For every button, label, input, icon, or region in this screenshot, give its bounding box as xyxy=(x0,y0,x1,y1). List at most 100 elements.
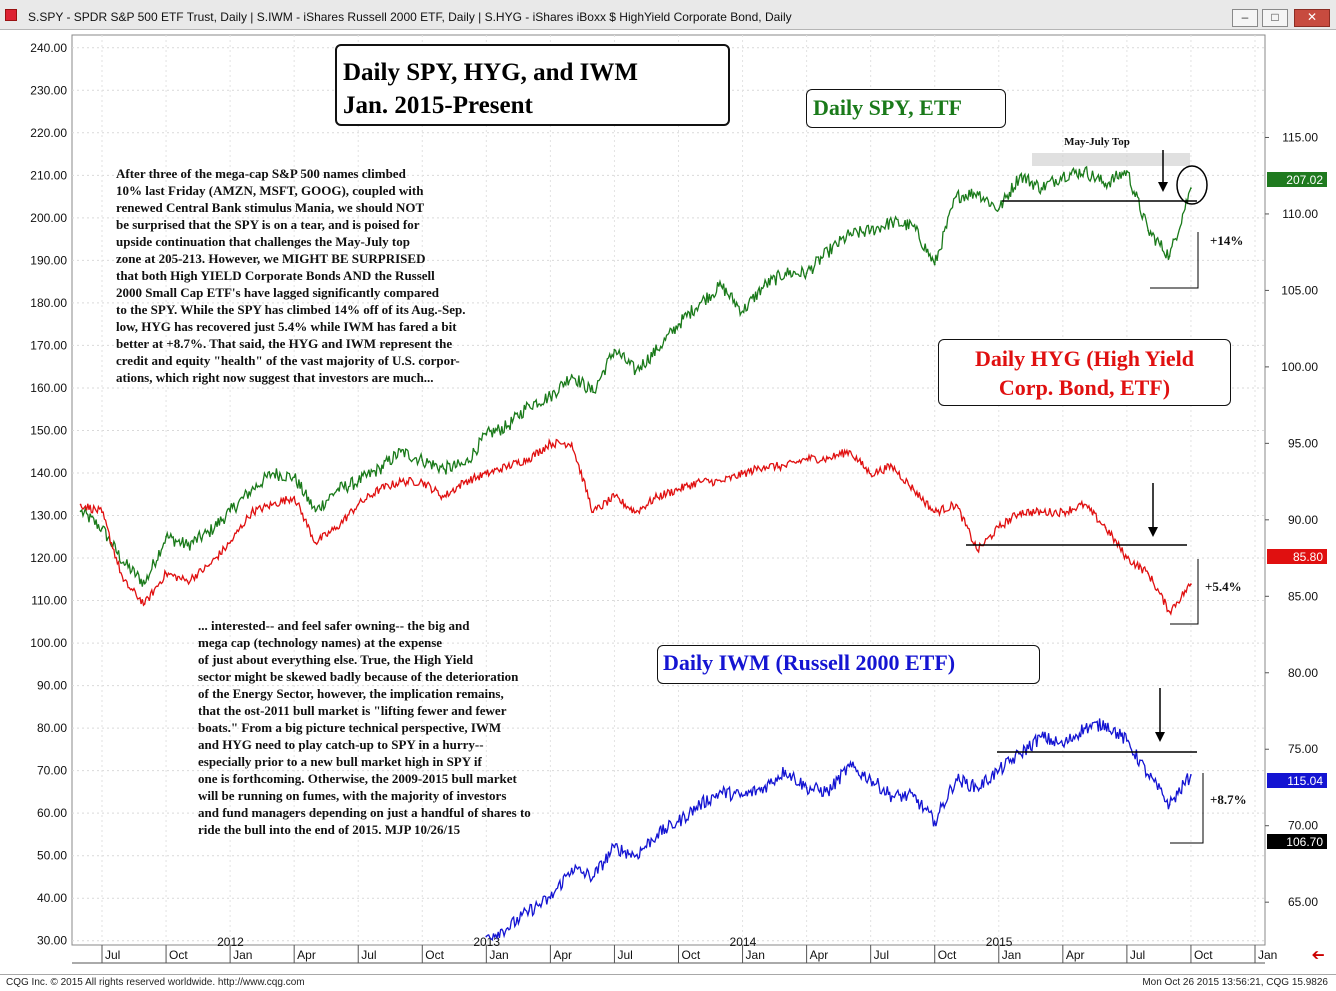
left-tick-label: 80.00 xyxy=(37,721,67,735)
hyg-data-point xyxy=(1019,511,1021,514)
restore-button[interactable]: □ xyxy=(1262,9,1288,27)
hyg-data-point xyxy=(1168,610,1171,613)
spy-data-point xyxy=(720,285,723,287)
hyg-data-point xyxy=(528,457,530,460)
month-tick-label: Oct xyxy=(682,948,701,962)
left-tick-label: 240.00 xyxy=(30,41,67,55)
chart-headline: Daily SPY, HYG, and IWM Jan. 2015-Presen… xyxy=(335,44,730,126)
left-tick-label: 200.00 xyxy=(30,211,67,225)
commentary-line: that both High YIELD Corporate Bonds AND… xyxy=(116,268,435,283)
iwm-data-point xyxy=(891,795,893,798)
price-chart[interactable]: 240.00 230.00 220.00 210.00 200.00 190.00 180.… xyxy=(0,30,1336,974)
left-tick-label: 130.00 xyxy=(30,509,67,523)
hyg-data-point xyxy=(613,496,616,498)
left-tick-label: 150.00 xyxy=(30,423,67,437)
iwm-data-point xyxy=(1190,774,1192,776)
spy-data-point xyxy=(165,535,168,538)
hyg-data-point xyxy=(570,442,573,445)
commentary-line: and HYG need to play catch-up to SPY in … xyxy=(198,737,484,752)
commentary-line: to the SPY. While the SPY has climbed 14… xyxy=(116,302,466,317)
commentary-line: 10% last Friday (AMZN, MSFT, GOOG), coup… xyxy=(116,183,424,198)
spy-data-point xyxy=(592,391,594,394)
spy-data-point xyxy=(1104,182,1107,185)
iwm-data-point xyxy=(570,867,573,870)
iwm-last-value: 115.04 xyxy=(1287,774,1323,788)
iwm-data-point xyxy=(485,935,488,938)
hyg-data-point xyxy=(1083,503,1086,506)
commentary-line: After three of the mega-cap S&P 500 name… xyxy=(116,166,406,181)
hyg-data-point xyxy=(271,503,274,506)
month-tick-label: Apr xyxy=(1066,948,1085,962)
hyg-data-point xyxy=(122,580,125,582)
hyg-data-point xyxy=(378,488,381,491)
iwm-label: Daily IWM (Russell 2000 ETF) xyxy=(663,650,956,675)
close-button[interactable]: ✕ xyxy=(1294,9,1330,27)
hyg-gain-label: +5.4% xyxy=(1205,579,1242,594)
may-july-top-zone xyxy=(1032,153,1190,166)
spy-data-point xyxy=(271,472,274,474)
scroll-right-arrow-icon[interactable]: ➔ xyxy=(1311,946,1324,965)
commentary-line: that the ost-2011 bull market is "liftin… xyxy=(198,703,507,718)
hyg-data-point xyxy=(1147,572,1150,575)
spy-highlight-circle xyxy=(1176,165,1208,205)
hyg-data-point xyxy=(976,549,979,552)
spy-data-point xyxy=(1168,255,1171,257)
right-price-axis[interactable]: 115.00 110.00 105.00 100.00 95.00 90.00 85.00 8… xyxy=(1265,130,1318,909)
time-axis[interactable]: Jul Oct Jan Apr Jul Oct Jan Apr Jul Oct Jan Apr Jul O… xyxy=(72,935,1277,964)
commentary-line: upside continuation that challenges the … xyxy=(116,234,410,249)
iwm-data-point xyxy=(955,778,957,781)
spy-last-value: 207.02 xyxy=(1286,173,1323,187)
iwm-data-point xyxy=(1147,774,1150,776)
iwm-gain-label: +8.7% xyxy=(1210,792,1247,807)
spy-data-point xyxy=(400,450,402,453)
hyg-data-point xyxy=(186,580,189,582)
spy-data-point xyxy=(442,467,445,470)
left-tick-label: 190.00 xyxy=(30,253,67,267)
hyg-data-point xyxy=(677,488,680,491)
right-tick-label: 75.00 xyxy=(1288,742,1318,756)
left-tick-label: 160.00 xyxy=(30,381,67,395)
iwm-data-point xyxy=(933,820,936,823)
spy-data-point xyxy=(763,285,765,287)
spy-data-point xyxy=(421,459,424,462)
spy-data-point xyxy=(634,370,637,372)
minimize-button[interactable]: – xyxy=(1232,9,1258,27)
spy-data-point xyxy=(933,263,936,266)
spy-data-point xyxy=(79,510,82,513)
month-tick-label: Jan xyxy=(746,948,765,962)
left-tick-label: 70.00 xyxy=(37,764,67,778)
status-bar: CQG Inc. © 2015 All rights reserved worl… xyxy=(0,974,1336,991)
left-tick-label: 210.00 xyxy=(30,168,67,182)
iwm-data-point xyxy=(720,791,723,793)
right-tick-label: 80.00 xyxy=(1288,666,1318,680)
month-tick-label: Oct xyxy=(169,948,188,962)
iwm-data-point xyxy=(1019,752,1021,755)
spy-data-point xyxy=(122,561,125,564)
hyg-data-point xyxy=(592,511,594,514)
spy-data-point xyxy=(1061,174,1064,177)
hyg-last-badge xyxy=(1267,549,1327,564)
iwm-data-point xyxy=(506,927,509,929)
month-tick-label: Jan xyxy=(1258,948,1277,962)
left-price-axis[interactable]: 240.00 230.00 220.00 210.00 200.00 190.00 180.… xyxy=(30,41,67,948)
spy-data-point xyxy=(869,229,872,232)
month-tick-label: Jul xyxy=(105,948,120,962)
spy-label-box: Daily SPY, ETF xyxy=(806,89,1006,128)
iwm-data-point xyxy=(741,795,744,798)
right-tick-label: 105.00 xyxy=(1281,283,1318,297)
spy-label: Daily SPY, ETF xyxy=(813,95,962,120)
headline-line-2: Jan. 2015-Present xyxy=(343,92,533,119)
commentary-line: better at +8.7%. That said, the HYG and … xyxy=(116,336,453,351)
left-tick-label: 100.00 xyxy=(30,636,67,650)
left-tick-label: 90.00 xyxy=(37,679,67,693)
spy-data-point xyxy=(549,395,552,398)
hyg-data-point xyxy=(1104,526,1107,529)
spy-data-point xyxy=(677,323,680,326)
hyg-data-point xyxy=(997,526,1000,529)
spy-data-point xyxy=(699,302,701,304)
year-tick-label: 2015 xyxy=(986,935,1013,949)
last-price-badges: 207.02 85.80 115.04 106.70 xyxy=(1267,172,1327,849)
commentary-line: ... interested-- and feel safer owning--… xyxy=(198,618,470,633)
month-tick-label: Oct xyxy=(1194,948,1213,962)
spy-data-point xyxy=(250,489,253,491)
